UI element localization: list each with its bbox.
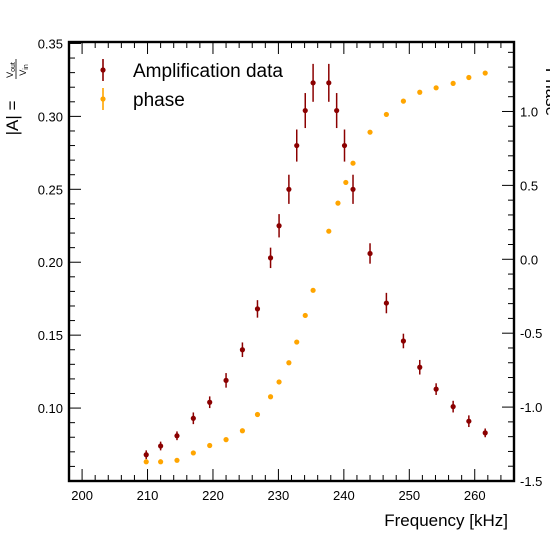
data-point	[367, 250, 373, 257]
data-point	[223, 437, 229, 443]
legend-label-phase: phase	[133, 90, 185, 111]
y-left-tick-label: 0.25	[38, 182, 63, 197]
data-point	[417, 364, 423, 370]
data-point	[343, 179, 349, 186]
data-point	[158, 443, 164, 449]
data-point	[341, 142, 348, 149]
data-point	[267, 394, 274, 400]
data-point	[267, 255, 274, 261]
y-axis-title-den: Vin	[18, 64, 30, 76]
plot-area	[143, 63, 488, 465]
data-point	[174, 457, 180, 463]
data-point	[302, 312, 308, 319]
data-point	[482, 430, 488, 436]
data-point	[383, 111, 389, 118]
data-point	[400, 98, 407, 104]
data-point	[294, 339, 300, 345]
data-point	[450, 404, 456, 410]
data-point	[207, 399, 213, 405]
data-point	[286, 186, 292, 192]
x-tick-label: 240	[333, 488, 355, 503]
legend-label-amplification: Amplification data	[133, 61, 283, 82]
svg-text:Phase: Phase	[542, 68, 550, 116]
x-tick-label: 220	[202, 488, 224, 503]
y-axis-title-main: |A| =	[3, 101, 22, 136]
y-right-tick-label: -1.0	[520, 400, 542, 415]
data-point	[223, 377, 229, 383]
data-point	[302, 107, 308, 114]
data-point	[335, 200, 341, 206]
series-phase	[143, 70, 488, 465]
y-right-tick-label: -0.5	[520, 326, 542, 341]
data-point	[400, 338, 407, 344]
data-point	[254, 306, 261, 312]
data-point	[433, 386, 439, 392]
x-tick-label: 250	[398, 488, 420, 503]
data-point	[174, 433, 180, 439]
x-tick-label: 230	[268, 488, 290, 503]
legend-entry-amplification: Amplification data	[100, 59, 283, 82]
data-point	[207, 442, 213, 449]
y-left-tick-label: 0.15	[38, 328, 63, 343]
data-point	[350, 160, 356, 166]
data-point	[466, 74, 472, 81]
data-point	[158, 459, 164, 465]
y-axis-title-right: Phase	[542, 68, 550, 116]
data-point	[367, 129, 373, 135]
data-point	[310, 80, 316, 86]
data-point	[350, 186, 356, 192]
data-point	[294, 142, 300, 149]
data-point	[326, 80, 332, 86]
plot-frame	[67, 40, 516, 483]
data-point	[190, 450, 196, 456]
x-axis-title: Frequency [kHz]	[384, 511, 508, 530]
y-left-tick-label: 0.10	[38, 401, 63, 416]
data-point	[450, 80, 456, 86]
data-point	[239, 347, 246, 353]
data-point	[334, 107, 340, 114]
legend: Amplification data phase	[100, 59, 283, 111]
data-point	[466, 418, 472, 424]
data-point	[383, 300, 389, 306]
y-left-tick-label: 0.30	[38, 109, 63, 124]
y-right-tick-label: -1.5	[520, 474, 542, 489]
data-point	[143, 452, 149, 458]
x-tick-label: 210	[137, 488, 159, 503]
x-tick-label: 260	[464, 488, 486, 503]
legend-marker-dot	[100, 96, 106, 102]
y-left-tick-label: 0.35	[38, 36, 63, 51]
axis-ticks: 200 210 220 230 240 250 260 0.10 0.15 0.20 0.25 0.3…	[38, 36, 543, 503]
legend-entry-phase: phase	[100, 88, 185, 111]
y-right-tick-label: 0.5	[520, 178, 538, 193]
data-point	[326, 228, 332, 234]
data-point	[310, 287, 316, 293]
data-point	[433, 85, 439, 91]
y-right-tick-label: 0.0	[520, 252, 538, 267]
data-point	[239, 428, 246, 434]
legend-marker-dot	[100, 67, 106, 73]
y-axis-title-left: |A| = Vout Vin	[3, 59, 30, 135]
x-tick-label: 200	[71, 488, 93, 503]
y-left-tick-label: 0.20	[38, 255, 63, 270]
data-point	[143, 459, 149, 465]
y-axis-title-num: Vout	[5, 62, 17, 78]
data-point	[276, 379, 282, 385]
y-right-tick-label: 1.0	[520, 104, 538, 119]
data-point	[286, 360, 292, 366]
data-point	[276, 223, 282, 229]
data-point	[417, 89, 423, 95]
data-point	[190, 415, 196, 421]
data-point	[482, 70, 488, 76]
series-amplification	[143, 63, 488, 460]
data-point	[254, 411, 261, 418]
